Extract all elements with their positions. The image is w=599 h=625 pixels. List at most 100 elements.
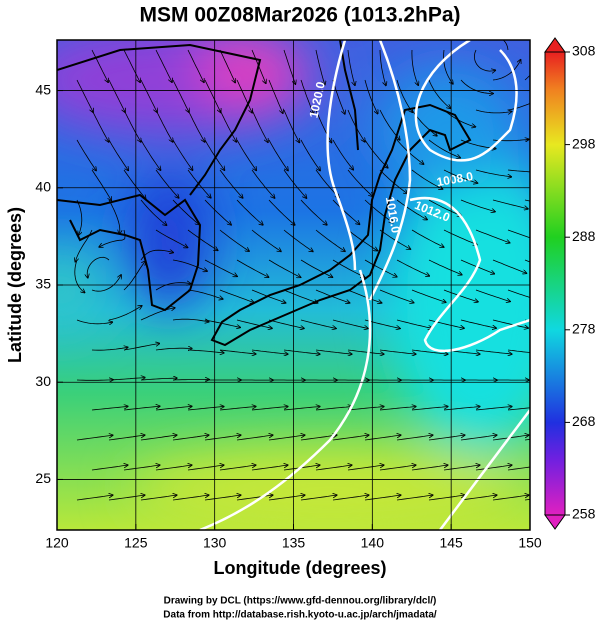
streamline [268, 139, 288, 171]
streamline [443, 289, 478, 302]
streamline [428, 139, 460, 158]
streamline [251, 407, 288, 411]
colorbar-tick-label: 308 [572, 43, 596, 59]
streamline [236, 199, 263, 225]
streamline [187, 49, 204, 82]
colorbar-tick-label: 298 [572, 135, 596, 151]
credit: Data from http://database.rish.kyoto-u.a… [163, 610, 437, 621]
streamline [492, 199, 528, 209]
streamline [268, 435, 305, 441]
streamline [507, 289, 530, 298]
streamline [315, 229, 345, 251]
streamline [219, 109, 236, 142]
streamline [268, 199, 295, 225]
streamline [108, 306, 142, 321]
streamline [236, 139, 256, 170]
colorbar-tick-label: 258 [572, 506, 596, 522]
streamline [428, 199, 461, 216]
streamline [411, 229, 444, 247]
streamline [347, 465, 384, 471]
streamline [155, 406, 192, 411]
streamline [91, 406, 128, 411]
streamline [140, 199, 167, 225]
streamline [347, 169, 373, 196]
streamline [108, 79, 125, 112]
y-tick-label: 30 [35, 373, 51, 389]
colorbar-tick-label: 288 [572, 228, 596, 244]
colorbar-extend-top [544, 37, 566, 53]
x-tick-label: 130 [203, 535, 227, 551]
y-tick-label: 40 [35, 178, 51, 194]
streamline [172, 380, 209, 381]
y-tick-label: 25 [35, 470, 51, 486]
streamline [460, 199, 495, 212]
streamline [411, 407, 448, 411]
streamline [76, 435, 113, 441]
streamline [155, 229, 188, 248]
streamline [172, 319, 209, 322]
streamline [411, 465, 448, 471]
streamline [219, 49, 235, 83]
streamline [379, 349, 416, 354]
streamline [507, 349, 530, 353]
streamline [251, 229, 281, 251]
axes: 120 125 130 135 140 145 150 25 30 35 40 45 258 268 278… [35, 43, 595, 551]
y-axis-label: Latitude (degrees) [5, 207, 25, 363]
x-tick-label: 135 [282, 535, 306, 551]
streamline [123, 261, 146, 291]
streamline [187, 289, 223, 299]
streamline [443, 229, 477, 245]
streamline [155, 109, 173, 142]
streamline [364, 435, 401, 441]
streamline [332, 495, 369, 501]
streamline [460, 495, 497, 501]
streamline [475, 169, 511, 177]
streamline [379, 49, 386, 85]
x-tick-label: 140 [361, 535, 385, 551]
streamline [123, 465, 160, 471]
streamline [172, 259, 207, 271]
streamline [475, 110, 512, 113]
contour-label: 1016.0 [383, 196, 403, 235]
streamline [443, 49, 453, 84]
streamline [475, 349, 512, 354]
streamline [379, 465, 416, 471]
streamline [347, 289, 382, 303]
streamline [283, 349, 320, 354]
streamline [155, 169, 179, 198]
streamline [236, 495, 273, 501]
streamline [428, 259, 462, 275]
streamline [315, 465, 352, 471]
streamline [219, 169, 243, 198]
streamline [428, 79, 451, 108]
streamline [443, 169, 478, 183]
streamline [411, 49, 418, 85]
streamline [268, 319, 304, 328]
streamline [283, 407, 320, 411]
streamline [74, 259, 85, 293]
y-tick-label: 35 [35, 276, 51, 292]
streamline [315, 49, 325, 85]
colorbar [544, 51, 566, 516]
streamline [140, 308, 175, 321]
streamline [187, 349, 224, 353]
streamline [364, 139, 388, 168]
streamline [251, 349, 288, 354]
streamline [475, 465, 512, 471]
streamline [172, 139, 193, 170]
streamline [187, 229, 218, 250]
streamline [172, 435, 209, 441]
streamline [108, 378, 145, 381]
streamline [251, 109, 268, 142]
streamline [155, 348, 192, 350]
coastline [57, 43, 262, 196]
streamline [204, 495, 241, 501]
streamline [219, 229, 249, 251]
streamline [443, 407, 480, 411]
title: MSM 00Z08Mar2026 (1013.2hPa) [140, 4, 461, 27]
streamline [332, 199, 360, 224]
streamline [502, 40, 509, 51]
streamline [108, 435, 145, 441]
streamline [140, 139, 161, 170]
streamline [91, 169, 111, 200]
